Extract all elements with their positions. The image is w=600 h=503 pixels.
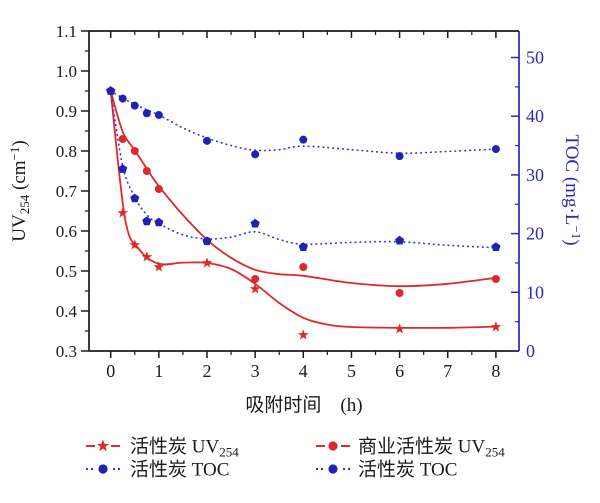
marker-star bbox=[490, 321, 502, 332]
legend-dot bbox=[315, 467, 319, 471]
x-tick-label: 2 bbox=[203, 361, 212, 381]
curve-ac-uv254 bbox=[109, 90, 496, 329]
marker-pentagon bbox=[130, 193, 140, 203]
marker-circle bbox=[395, 152, 404, 161]
legend-dot bbox=[320, 467, 324, 471]
marker-pentagon bbox=[142, 216, 152, 226]
legend-dot bbox=[112, 467, 116, 471]
x-tick-label: 1 bbox=[154, 361, 163, 381]
y-right-tick-label: 10 bbox=[526, 282, 544, 302]
legend-item-3: 活性炭 TOC bbox=[315, 459, 457, 481]
legend-label: 商业活性炭 UV254 bbox=[358, 436, 505, 460]
series-ac-uv254 bbox=[105, 85, 502, 340]
marker-star bbox=[298, 329, 309, 340]
y-left-tick-label: 0.4 bbox=[56, 302, 78, 321]
series-commercial-ac-uv254 bbox=[106, 87, 500, 297]
legend-dot bbox=[85, 467, 89, 471]
y-left-tick-label: 0.9 bbox=[56, 102, 77, 121]
marker-star bbox=[129, 239, 141, 250]
y-right-tick-label: 0 bbox=[526, 341, 535, 361]
y-left-tick-label: 0.6 bbox=[56, 222, 77, 241]
marker-circle bbox=[118, 94, 127, 103]
marker-pentagon bbox=[154, 217, 164, 227]
y-right-tick-label: 50 bbox=[526, 48, 544, 68]
y-right-tick-label: 30 bbox=[526, 165, 544, 185]
marker-circle bbox=[142, 167, 151, 175]
y-left-tick-label: 0.5 bbox=[56, 262, 77, 281]
legend-dot bbox=[347, 467, 351, 471]
y-left-tick-label: 0.3 bbox=[56, 342, 77, 361]
marker-circle bbox=[154, 185, 163, 193]
x-tick-label: 8 bbox=[491, 361, 500, 381]
legend-item-2: 活性炭 TOC bbox=[85, 459, 229, 481]
marker-star bbox=[96, 439, 110, 452]
marker-pentagon bbox=[106, 86, 116, 95]
marker-star bbox=[153, 261, 165, 272]
marker-pentagon bbox=[118, 164, 128, 173]
legend-label: 活性炭 UV254 bbox=[130, 436, 239, 460]
marker-circle bbox=[299, 263, 308, 271]
curve-ac-toc-pentagon bbox=[109, 90, 497, 249]
marker-star bbox=[117, 207, 129, 218]
marker-star bbox=[249, 283, 261, 294]
series-ac-toc-circle bbox=[106, 86, 500, 161]
marker-circle bbox=[203, 136, 211, 145]
x-tick-label: 3 bbox=[251, 361, 260, 381]
marker-circle bbox=[251, 150, 260, 159]
x-tick-label: 5 bbox=[347, 361, 356, 381]
legend-label: 活性炭 TOC bbox=[130, 459, 229, 481]
x-tick-label: 4 bbox=[299, 361, 308, 381]
marker-pentagon bbox=[491, 242, 501, 251]
y-left-tick-label: 0.7 bbox=[56, 182, 78, 201]
y-right-tick-label: 40 bbox=[526, 106, 544, 126]
marker-pentagon bbox=[395, 235, 405, 245]
marker-star bbox=[141, 251, 153, 262]
marker-pentagon bbox=[298, 242, 308, 251]
x-tick-label: 7 bbox=[443, 361, 452, 381]
marker-circle bbox=[142, 109, 151, 118]
curve-ac-toc-circle bbox=[109, 90, 497, 155]
marker-circle bbox=[98, 464, 108, 474]
x-tick-label: 0 bbox=[106, 361, 115, 381]
marker-circle bbox=[299, 135, 308, 144]
marker-circle bbox=[491, 145, 500, 154]
marker-star bbox=[201, 257, 213, 268]
axes: 0.3 0.4 0.5 0.6 0.7 0.8 0.9 1.0 1.1 0 1 2 3 4 5 6 7 8 0 10 2… bbox=[56, 22, 544, 381]
marker-pentagon bbox=[202, 236, 212, 246]
x-tick-label: 6 bbox=[395, 361, 404, 381]
marker-circle bbox=[130, 147, 139, 155]
y-right-axis-label: TOC (mg·L−1) bbox=[561, 134, 584, 245]
y-left-axis-label: UV254 (cm−1) bbox=[7, 140, 32, 241]
legend-dot bbox=[90, 467, 94, 471]
marker-circle bbox=[251, 275, 260, 283]
y-right-tick-label: 20 bbox=[526, 224, 544, 244]
legend-label: 活性炭 TOC bbox=[358, 459, 457, 481]
marker-circle bbox=[130, 101, 139, 110]
legend-dot bbox=[342, 467, 346, 471]
series-ac-toc-pentagon bbox=[106, 86, 501, 251]
legend-item-0: 活性炭 UV254 bbox=[86, 436, 239, 460]
x-axis-label: 吸附时间 (h) bbox=[245, 394, 362, 416]
y-left-tick-label: 1.1 bbox=[56, 22, 77, 41]
y-left-tick-label: 0.8 bbox=[56, 142, 77, 161]
marker-circle bbox=[328, 441, 338, 451]
marker-pentagon bbox=[250, 218, 260, 228]
curve-commercial-ac-uv254 bbox=[109, 90, 497, 288]
marker-circle bbox=[118, 135, 127, 143]
legend-item-1: 商业活性炭 UV254 bbox=[316, 436, 505, 460]
marker-circle bbox=[154, 111, 163, 120]
marker-circle bbox=[328, 464, 338, 474]
marker-circle bbox=[395, 289, 404, 297]
marker-star bbox=[394, 323, 405, 334]
y-left-tick-label: 1.0 bbox=[56, 62, 77, 81]
marker-circle bbox=[491, 275, 500, 283]
legend-dot bbox=[117, 467, 121, 471]
